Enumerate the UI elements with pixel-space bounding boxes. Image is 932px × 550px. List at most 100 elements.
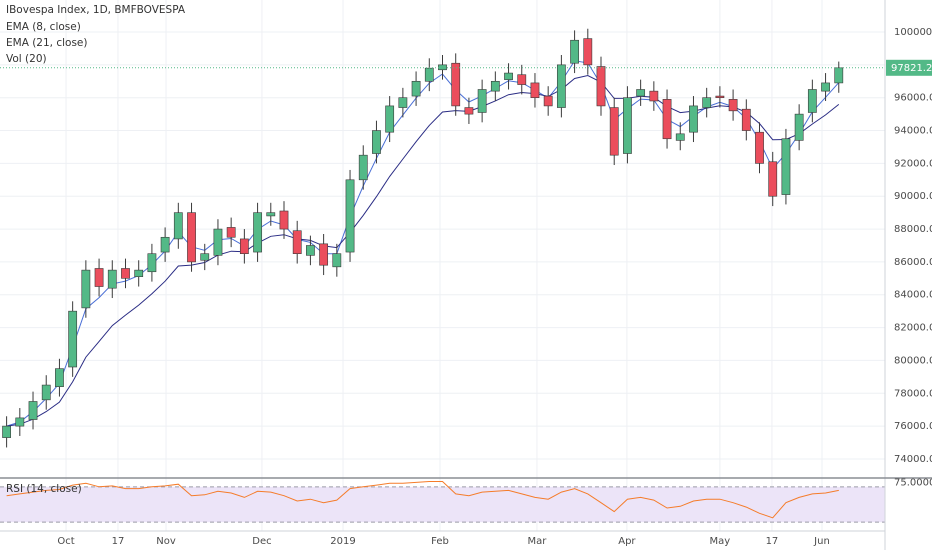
candle-body xyxy=(213,228,223,256)
candle-body xyxy=(411,80,421,97)
candle-body xyxy=(41,384,51,401)
candle-body xyxy=(81,269,91,309)
candle-body xyxy=(319,243,329,266)
candle-body xyxy=(451,62,461,107)
legend-entry: EMA (8, close) xyxy=(6,21,81,33)
ema-line xyxy=(6,60,840,427)
candle-body xyxy=(649,90,659,102)
candle-body xyxy=(107,269,117,289)
candle-body xyxy=(55,368,64,388)
y-tick-label: 74000.00 xyxy=(894,454,932,465)
candle-body xyxy=(689,105,698,133)
candle-body xyxy=(556,64,566,108)
candle-body xyxy=(781,138,791,195)
legend-entry: Vol (20) xyxy=(6,53,47,65)
candle-body xyxy=(226,227,236,238)
candle-body xyxy=(821,82,830,92)
axes: 74000.00 76000.00 78000.00 80000.00 82000.00… xyxy=(57,27,932,547)
candle-body xyxy=(715,95,725,99)
candle-body xyxy=(596,66,606,107)
candle-body xyxy=(662,99,672,140)
x-tick-label: Apr xyxy=(618,536,636,547)
candle-body xyxy=(398,97,408,108)
y-tick-label: 84000.00 xyxy=(894,290,932,301)
y-tick-label: 96000.00 xyxy=(894,93,932,104)
candle-body xyxy=(728,99,738,112)
candle-body xyxy=(794,113,804,141)
plot xyxy=(0,28,885,448)
x-tick-label: Nov xyxy=(156,536,176,547)
y-tick-label: 90000.00 xyxy=(894,191,932,202)
candle-body xyxy=(517,74,527,85)
candle-body xyxy=(200,253,210,261)
y-tick-label: 78000.00 xyxy=(894,388,932,399)
candle-body xyxy=(68,310,78,368)
candle-body xyxy=(187,212,196,263)
rsi-line xyxy=(6,481,839,519)
candle-body xyxy=(2,425,11,438)
candle-body xyxy=(464,107,474,115)
x-tick-label: Dec xyxy=(252,536,271,547)
candle-body xyxy=(768,161,778,197)
candle-body xyxy=(834,67,844,84)
y-tick-label: 86000.00 xyxy=(894,257,932,268)
candle-body xyxy=(94,268,104,287)
candle-body xyxy=(490,80,500,92)
candle-body xyxy=(477,89,487,113)
candle-body xyxy=(504,72,513,80)
candle-body xyxy=(675,133,685,141)
candle-body xyxy=(121,268,130,279)
y-tick-label: 76000.00 xyxy=(894,421,932,432)
legend-entry: EMA (21, close) xyxy=(6,37,88,49)
candle-body xyxy=(160,236,170,253)
x-tick-label: Jun xyxy=(813,536,830,547)
candle-body xyxy=(530,82,540,99)
candle-body xyxy=(543,95,553,107)
candle-body xyxy=(438,64,447,71)
candle-body xyxy=(306,245,315,256)
candle-body xyxy=(292,230,302,254)
candle-body xyxy=(702,97,712,108)
x-tick-label: 2019 xyxy=(330,536,355,547)
candle-body xyxy=(372,130,381,154)
candle-body xyxy=(332,253,342,268)
candle-body xyxy=(741,108,751,131)
candle-body xyxy=(755,131,764,164)
x-tick-label: May xyxy=(710,536,731,547)
candle-body xyxy=(358,154,368,181)
x-tick-label: Oct xyxy=(57,536,74,547)
candle-body xyxy=(345,179,355,253)
candle-body xyxy=(623,97,632,154)
y-tick-label: 88000.00 xyxy=(894,224,932,235)
candle-body xyxy=(609,107,619,156)
x-tick-label: 17 xyxy=(766,536,779,547)
rsi-pane xyxy=(0,481,885,523)
candle-body xyxy=(424,67,434,82)
x-tick-label: 17 xyxy=(112,536,125,547)
candle-body xyxy=(239,238,249,254)
chart-title: IBovespa Index, 1D, BMFBOVESPA xyxy=(6,4,186,16)
candle-body xyxy=(570,39,579,64)
candle-body xyxy=(266,212,276,217)
candle-body xyxy=(134,269,144,277)
y2-tick-label: 75.0000 xyxy=(894,477,932,488)
candle-body xyxy=(253,212,262,253)
candle-body xyxy=(15,417,25,427)
rsi-legend: RSI (14, close) xyxy=(6,483,82,495)
rsi-band xyxy=(0,486,885,523)
x-tick-label: Feb xyxy=(431,536,449,547)
y-tick-label: 94000.00 xyxy=(894,126,932,137)
last-price-label: 97821.26 xyxy=(891,63,932,74)
candle-body xyxy=(636,89,646,97)
y-tick-label: 92000.00 xyxy=(894,158,932,169)
candle-body xyxy=(807,89,817,113)
y-tick-label: 80000.00 xyxy=(894,355,932,366)
candle-body xyxy=(28,401,38,420)
ema-line xyxy=(6,74,840,427)
x-tick-label: Mar xyxy=(528,536,548,547)
candle-body xyxy=(173,212,183,240)
candle-body xyxy=(147,253,157,273)
candle-body xyxy=(279,210,289,230)
grid xyxy=(0,0,885,531)
